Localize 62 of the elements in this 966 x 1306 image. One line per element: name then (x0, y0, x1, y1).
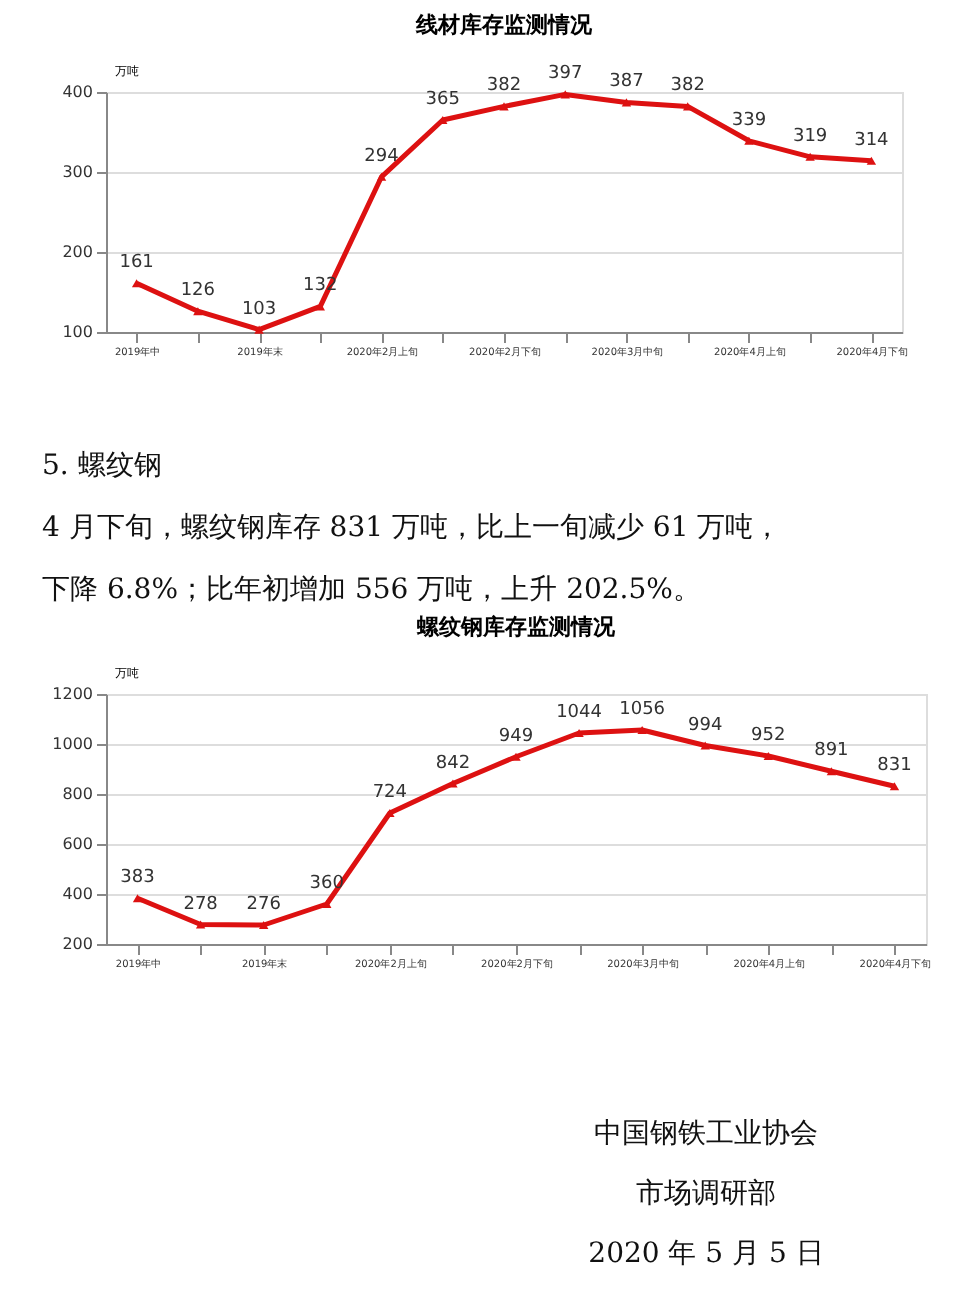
point (195, 920, 206, 929)
point (805, 152, 815, 161)
data-label: 891 (814, 741, 849, 762)
point (132, 894, 143, 903)
point (621, 98, 632, 107)
data-label: 278 (183, 894, 219, 915)
data-label: 319 (792, 126, 828, 147)
y-tick-label: 200 (62, 935, 93, 953)
point (700, 741, 710, 750)
data-label: 382 (486, 76, 522, 97)
chart-title: 线材库存监测情况 (414, 12, 594, 38)
text: 下降 6.8%；比年初增加 556 万吨，上升 202.5%。 (42, 574, 701, 606)
point (511, 752, 521, 761)
text: 5. 螺纹钢 (42, 450, 162, 482)
data-label: 365 (425, 90, 460, 110)
text: 2020 年 5 月 5 日 (588, 1238, 824, 1270)
data-label: 314 (854, 130, 890, 151)
data-label: 397 (548, 64, 583, 85)
data-label: 276 (246, 895, 282, 915)
y-tick-label: 800 (62, 785, 93, 803)
y-tick-label: 1200 (52, 685, 93, 703)
y-tick-label: 300 (62, 163, 93, 181)
data-label: 994 (688, 715, 723, 736)
y-tick-label: 100 (62, 323, 93, 341)
y-tick-label: 1000 (52, 735, 93, 753)
data-label: 949 (498, 726, 534, 747)
data-label: 382 (670, 76, 705, 97)
data-label: 842 (435, 753, 471, 774)
y-tick-label: 400 (62, 885, 93, 903)
point (254, 325, 264, 334)
data-label: 103 (241, 299, 277, 320)
point (376, 172, 387, 181)
data-label: 724 (372, 783, 408, 803)
point (448, 779, 458, 788)
point (637, 725, 647, 735)
text: 市场调研部 (636, 1178, 776, 1210)
chart-title: 螺纹钢库存监测情况 (415, 614, 617, 640)
point (826, 767, 837, 776)
point (322, 899, 332, 909)
data-label: 831 (877, 756, 912, 777)
y-tick-label: 200 (62, 243, 93, 261)
point (744, 136, 754, 145)
data-label: 1056 (619, 700, 666, 720)
data-label: 1044 (556, 703, 603, 723)
text: 4 月下旬，螺纹钢库存 831 万吨，比上一旬减少 61 万吨， (42, 512, 782, 544)
data-label: 126 (180, 281, 216, 302)
point (763, 751, 773, 761)
point (259, 920, 269, 930)
data-label: 952 (751, 726, 786, 746)
data-label: 383 (120, 868, 155, 889)
point (866, 156, 877, 165)
point (193, 307, 203, 316)
y-tick-label: 600 (62, 835, 93, 853)
point (131, 279, 142, 288)
data-label: 339 (731, 110, 767, 131)
text: 中国钢铁工业协会 (594, 1118, 818, 1150)
point (889, 782, 900, 791)
y-tick-label: 400 (62, 83, 93, 101)
point (574, 728, 584, 738)
data-label: 161 (119, 253, 154, 274)
data-label: 294 (364, 146, 400, 167)
data-label: 387 (609, 72, 644, 93)
